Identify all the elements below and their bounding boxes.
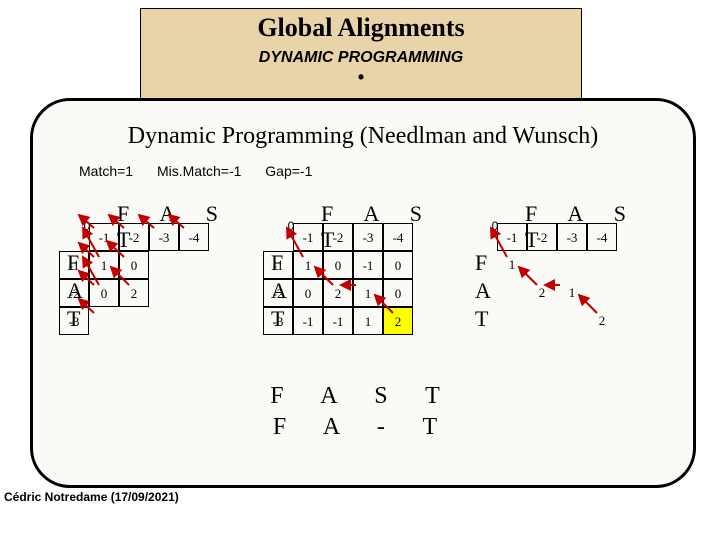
dp-cell: -1 [293,307,323,335]
dp-cell: -3 [59,307,89,335]
dp-cell: -4 [179,223,209,251]
dp-cell: 1 [353,307,383,335]
main-panel: Dynamic Programming (Needlman and Wunsch… [30,98,696,488]
dp-cell: -3 [149,223,179,251]
dp-cell: 0 [119,251,149,279]
mismatch-param: Mis.Match=-1 [157,163,241,179]
footer-text: Cédric Notredame (17/09/2021) [4,490,179,504]
dp-cell: -3 [557,223,587,251]
title-main: Global Alignments [141,13,581,43]
title-box: Global Alignments DYNAMIC PROGRAMMING • [140,8,582,99]
dp-cell: -3 [353,223,383,251]
dp-cell: 1 [89,251,119,279]
slide: Global Alignments DYNAMIC PROGRAMMING • … [0,0,720,540]
dp-cell: -1 [89,223,119,251]
dp-cell: -1 [353,251,383,279]
dp-cell: -2 [323,223,353,251]
gap-param: Gap=-1 [265,163,312,179]
match-param: Match=1 [79,163,133,179]
scoring-params: Match=1 Mis.Match=-1 Gap=-1 [79,163,332,179]
result-line-1: F A S T [33,381,693,412]
dp-cell: -2 [527,223,557,251]
dp-cell: -1 [263,251,293,279]
dp-cell: -2 [263,279,293,307]
title-sub: DYNAMIC PROGRAMMING [141,49,581,67]
matrices-row: F A S T0FAT-1-2-3-4-110-202-3 F A S T0FA… [33,201,693,381]
bullet: • [141,67,581,88]
dp-cell: 0 [89,279,119,307]
dp-cell: 1 [557,279,587,307]
dp-cell: 2 [527,279,557,307]
dp-cell: -1 [59,251,89,279]
dp-cell: -2 [59,279,89,307]
panel-heading: Dynamic Programming (Needlman and Wunsch… [33,123,693,150]
dp-cell: -1 [323,307,353,335]
seq-left: FAT [475,249,491,333]
dp-cell: -3 [263,307,293,335]
dp-cell: -4 [587,223,617,251]
dp-cell: 2 [383,307,413,335]
dp-cell: 2 [323,279,353,307]
dp-cell: 0 [293,279,323,307]
alignment-result: F A S T F A - T [33,381,693,443]
dp-cell: 1 [497,251,527,279]
dp-cell: 0 [323,251,353,279]
dp-cell: 0 [383,251,413,279]
dp-cell: -2 [119,223,149,251]
dp-cell: 0 [383,279,413,307]
dp-cell: 1 [353,279,383,307]
result-line-2: F A - T [33,412,693,443]
dp-cell: -1 [497,223,527,251]
dp-cell: 2 [587,307,617,335]
dp-cell: -4 [383,223,413,251]
dp-cell: -1 [293,223,323,251]
dp-cell: 1 [293,251,323,279]
dp-cell: 2 [119,279,149,307]
